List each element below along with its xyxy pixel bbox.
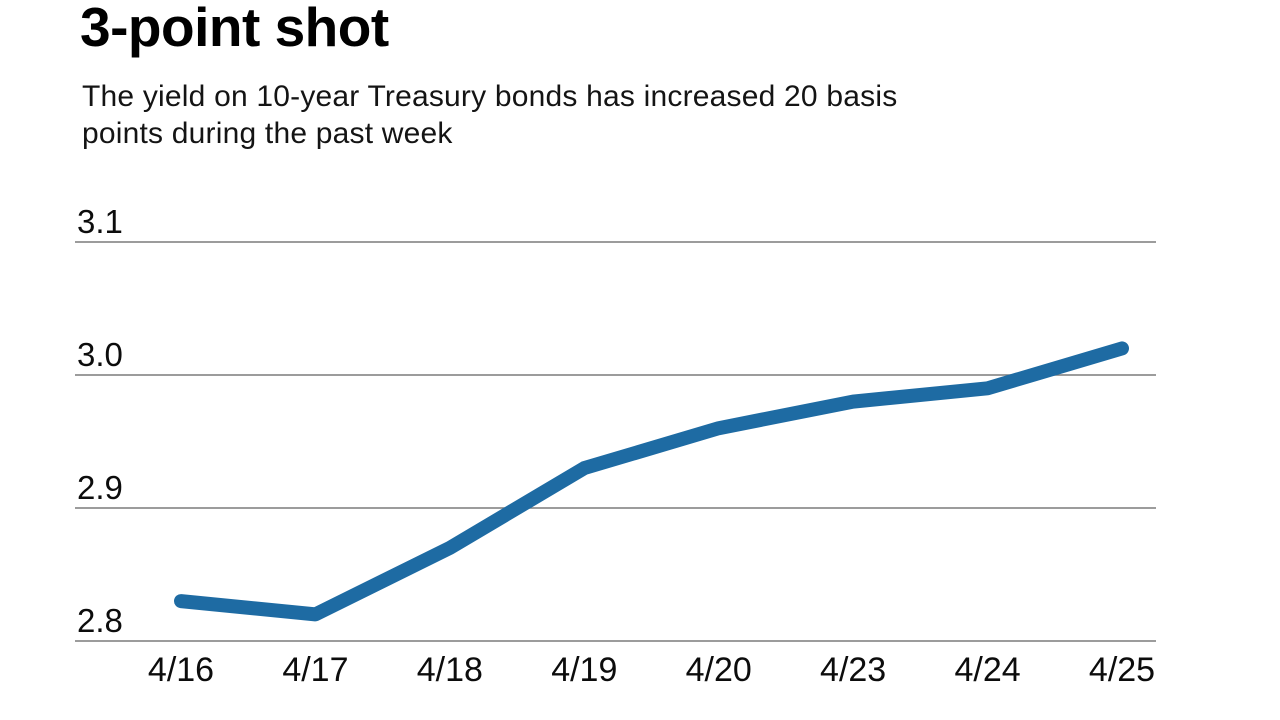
x-tick-label: 4/24 xyxy=(954,651,1020,689)
chart-subtitle-line-1: The yield on 10-year Treasury bonds has … xyxy=(82,80,898,113)
x-tick-label: 4/17 xyxy=(282,651,348,689)
chart-subtitle: The yield on 10-year Treasury bonds has … xyxy=(82,78,897,152)
x-tick-label: 4/20 xyxy=(686,651,752,689)
x-axis-labels: 4/16 4/17 4/18 4/19 4/20 4/23 4/24 4/25 xyxy=(148,651,1155,689)
y-tick-label: 2.8 xyxy=(77,602,123,639)
gridlines xyxy=(75,241,1156,642)
y-tick-label: 3.1 xyxy=(77,203,123,240)
x-tick-label: 4/16 xyxy=(148,651,214,689)
chart-subtitle-line-2: points during the past week xyxy=(82,117,453,150)
x-tick-label: 4/25 xyxy=(1089,651,1155,689)
chart-title: 3-point shot xyxy=(80,0,389,58)
y-tick-label: 2.9 xyxy=(77,469,123,506)
x-tick-label: 4/19 xyxy=(551,651,617,689)
x-tick-label: 4/23 xyxy=(820,651,886,689)
y-tick-label: 3.0 xyxy=(77,336,123,373)
x-tick-label: 4/18 xyxy=(417,651,483,689)
yield-line-series xyxy=(174,341,1129,622)
y-axis-labels: 3.1 3.0 2.9 2.8 xyxy=(77,203,123,639)
